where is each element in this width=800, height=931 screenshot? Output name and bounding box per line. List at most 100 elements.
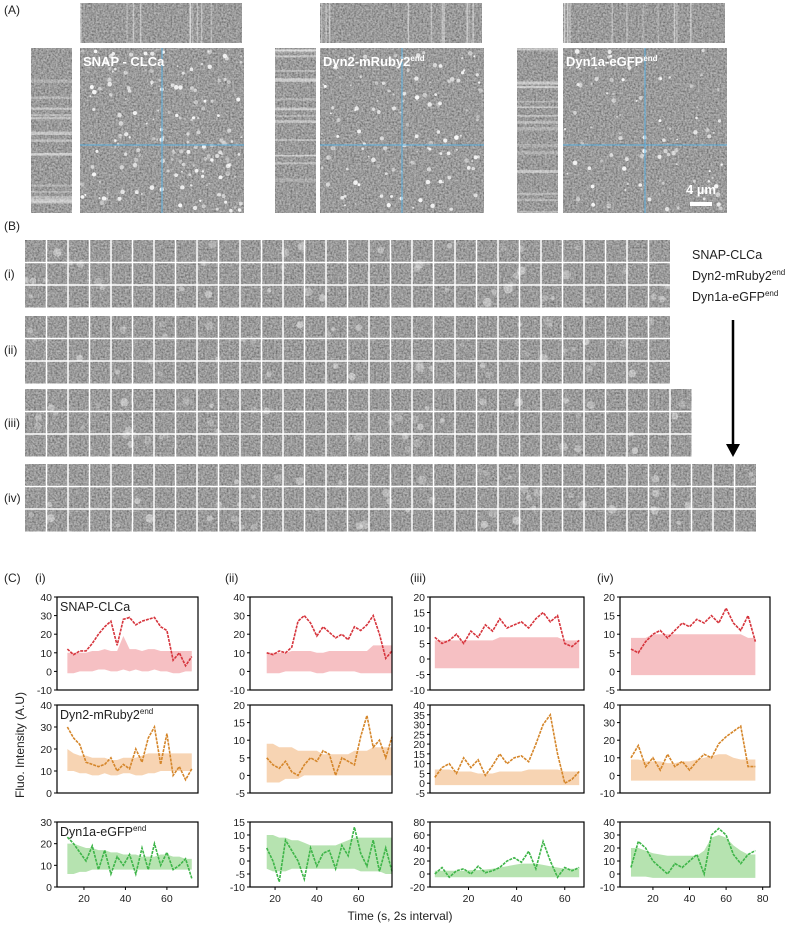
- puncta: [622, 166, 627, 171]
- y-tick-label: 15: [413, 749, 425, 761]
- panel-b: (i)(ii)(iii)(iv)SNAP-CLCaDyn2-mRuby2endD…: [4, 240, 785, 532]
- kymo-streak: [441, 3, 444, 43]
- kymo-streak: [31, 117, 72, 120]
- puncta: [206, 154, 211, 159]
- line-chart: -5 0 5 10 15 20: [603, 592, 771, 697]
- puncta: [108, 67, 112, 71]
- kymo-streak: [325, 3, 327, 43]
- puncta: [345, 167, 349, 171]
- puncta: [217, 192, 221, 197]
- tile-spot: [124, 426, 133, 435]
- tile-spot: [46, 501, 53, 508]
- puncta: [414, 134, 419, 139]
- puncta: [89, 84, 94, 90]
- puncta: [236, 97, 241, 102]
- kymo-streak: [472, 3, 474, 43]
- kymo-streak: [517, 210, 558, 215]
- puncta: [140, 192, 143, 195]
- tile-spot: [652, 489, 660, 497]
- kymo-streak: [611, 3, 613, 43]
- puncta: [109, 93, 113, 97]
- puncta: [123, 152, 128, 156]
- tile-spot: [29, 512, 34, 517]
- puncta: [658, 192, 661, 195]
- puncta: [447, 175, 452, 180]
- puncta: [95, 149, 99, 153]
- puncta: [712, 131, 715, 134]
- tile-spot: [295, 407, 303, 414]
- puncta: [718, 206, 723, 211]
- puncta: [384, 172, 388, 176]
- puncta: [149, 68, 154, 74]
- puncta: [638, 183, 643, 187]
- puncta: [708, 170, 711, 173]
- kymograph-top: [80, 3, 242, 43]
- puncta: [93, 49, 98, 54]
- puncta: [476, 155, 480, 159]
- puncta: [638, 95, 643, 100]
- puncta: [359, 75, 363, 79]
- x-tick-label: 40: [511, 893, 523, 905]
- tile-spot: [144, 436, 152, 445]
- tile-spot: [393, 413, 403, 422]
- kymo-streak: [468, 3, 470, 43]
- puncta: [89, 95, 92, 97]
- y-tick-label: 20: [40, 839, 52, 851]
- puncta: [150, 80, 154, 84]
- tile-spot: [228, 397, 234, 402]
- puncta: [228, 163, 232, 167]
- puncta: [237, 208, 242, 212]
- puncta: [188, 173, 192, 177]
- puncta: [128, 136, 131, 139]
- kymo-streak: [200, 3, 203, 43]
- x-tick-label: 60: [559, 893, 571, 905]
- puncta: [357, 183, 361, 187]
- puncta: [155, 49, 158, 52]
- puncta: [189, 67, 194, 72]
- kymo-streak: [31, 152, 72, 156]
- tile-spot: [204, 290, 213, 299]
- tile-spot: [482, 297, 492, 307]
- puncta: [226, 128, 232, 133]
- tile-spot: [684, 501, 693, 510]
- puncta: [124, 132, 129, 137]
- tile-spot: [99, 284, 106, 291]
- channel-label: SNAP - CLCa: [83, 54, 165, 69]
- puncta: [410, 160, 415, 165]
- chart-annotation: SNAP-CLCa: [60, 600, 130, 614]
- puncta: [443, 138, 448, 143]
- puncta: [399, 111, 402, 114]
- y-tick-label: 20: [413, 856, 425, 868]
- puncta: [449, 207, 454, 211]
- channel-label-main: Dyn2-mRuby2: [692, 269, 772, 283]
- puncta: [367, 155, 370, 158]
- y-tick-label: 40: [413, 700, 425, 712]
- y-tick-label: 0: [46, 882, 52, 894]
- x-axis-label: Time (s, 2s interval): [348, 909, 453, 923]
- puncta: [402, 91, 407, 96]
- puncta: [92, 107, 96, 111]
- tile-spot: [562, 348, 568, 354]
- puncta: [196, 116, 200, 120]
- puncta: [414, 76, 419, 81]
- y-tick-label: 40: [603, 700, 615, 712]
- puncta: [193, 145, 198, 150]
- puncta: [113, 139, 117, 143]
- puncta: [189, 86, 195, 91]
- y-tick-label: 10: [40, 860, 52, 872]
- column-label: (iv): [597, 571, 614, 585]
- y-tick-label: 0: [46, 666, 52, 678]
- kymo-streak: [517, 198, 558, 202]
- tile-spot: [508, 281, 514, 287]
- puncta: [172, 149, 175, 152]
- puncta: [434, 93, 438, 97]
- tile-spot: [234, 479, 240, 485]
- kymo-streak: [31, 114, 72, 117]
- puncta: [172, 150, 176, 155]
- puncta: [239, 60, 243, 64]
- puncta: [394, 65, 397, 67]
- tile-spot: [428, 496, 436, 504]
- puncta: [107, 81, 112, 87]
